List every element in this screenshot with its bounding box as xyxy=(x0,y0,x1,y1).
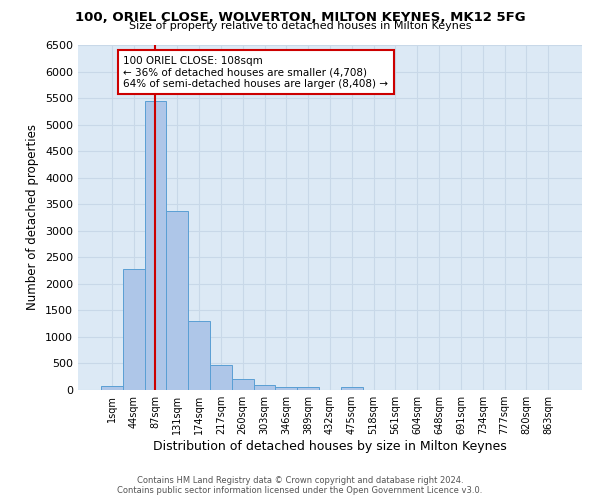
Bar xyxy=(232,379,254,390)
Text: 100, ORIEL CLOSE, WOLVERTON, MILTON KEYNES, MK12 5FG: 100, ORIEL CLOSE, WOLVERTON, MILTON KEYN… xyxy=(74,11,526,24)
Bar xyxy=(145,100,166,390)
Bar xyxy=(297,387,319,390)
Y-axis label: Number of detached properties: Number of detached properties xyxy=(26,124,40,310)
X-axis label: Distribution of detached houses by size in Milton Keynes: Distribution of detached houses by size … xyxy=(153,440,507,453)
Text: Contains HM Land Registry data © Crown copyright and database right 2024.
Contai: Contains HM Land Registry data © Crown c… xyxy=(118,476,482,495)
Bar xyxy=(275,387,297,390)
Bar xyxy=(101,386,123,390)
Bar xyxy=(166,210,188,390)
Bar xyxy=(123,269,145,390)
Bar xyxy=(341,387,363,390)
Bar xyxy=(254,385,275,390)
Bar xyxy=(188,321,210,390)
Bar xyxy=(210,365,232,390)
Text: Size of property relative to detached houses in Milton Keynes: Size of property relative to detached ho… xyxy=(129,21,471,31)
Text: 100 ORIEL CLOSE: 108sqm
← 36% of detached houses are smaller (4,708)
64% of semi: 100 ORIEL CLOSE: 108sqm ← 36% of detache… xyxy=(124,56,388,89)
